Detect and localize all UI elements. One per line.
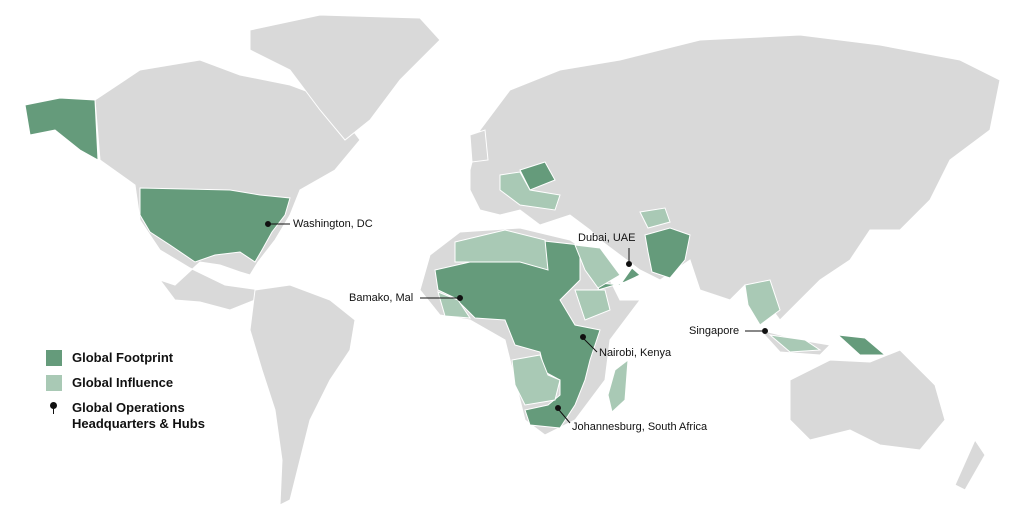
legend-hubs-label: Global Operations Headquarters & Hubs — [72, 400, 205, 432]
country-afghanistan-pakistan — [644, 227, 691, 279]
australia — [789, 349, 946, 451]
legend: Global Footprint Global Influence Global… — [46, 350, 205, 441]
arabia-influence — [574, 244, 621, 289]
new-zealand — [954, 438, 986, 491]
hub-nairobi-marker[interactable] — [580, 334, 586, 340]
horn-africa-influence — [574, 289, 611, 321]
africa-footprint — [434, 239, 601, 429]
hub-singapore-marker[interactable] — [762, 328, 768, 334]
southern-africa-influence — [511, 354, 561, 406]
greenland — [249, 14, 441, 141]
hub-label-bamako: Bamako, Mal — [349, 292, 414, 304]
legend-influence: Global Influence — [46, 375, 205, 391]
hub-markers — [265, 221, 768, 424]
indonesia-influence — [768, 334, 822, 353]
legend-footprint: Global Footprint — [46, 350, 205, 366]
central-asia-influence — [639, 207, 671, 229]
influence-swatch — [46, 375, 62, 391]
south-america — [249, 284, 356, 506]
europe-influence — [499, 171, 561, 211]
madagascar-influence — [607, 358, 629, 413]
hub-label-washington: Washington, DC — [293, 218, 373, 230]
hub-johannesburg-marker[interactable] — [555, 405, 561, 411]
hub-label-nairobi: Nairobi, Kenya — [599, 347, 672, 359]
hub-label-dubai: Dubai, UAE — [578, 232, 636, 244]
hub-washington-marker[interactable] — [265, 221, 271, 227]
country-usa — [139, 187, 291, 263]
hub-label-johannesburg: Johannesburg, South Africa — [572, 421, 708, 433]
legend-hubs: Global Operations Headquarters & Hubs — [46, 400, 205, 432]
legend-footprint-label: Global Footprint — [72, 350, 174, 365]
hub-bamako-marker[interactable] — [457, 295, 463, 301]
pin-icon — [46, 400, 62, 430]
legend-hubs-line2: Headquarters & Hubs — [72, 416, 205, 431]
legend-hubs-line1: Global Operations — [72, 400, 185, 415]
country-png — [836, 334, 887, 356]
hub-label-singapore: Singapore — [689, 325, 740, 337]
eurasia — [469, 34, 1001, 321]
legend-influence-label: Global Influence — [72, 375, 174, 390]
north-africa-influence — [454, 229, 549, 271]
footprint-swatch — [46, 350, 62, 366]
hub-dubai-marker[interactable] — [626, 261, 632, 267]
southeast-asia-influence — [744, 279, 781, 326]
uk — [469, 129, 489, 163]
country-alaska — [24, 97, 99, 161]
